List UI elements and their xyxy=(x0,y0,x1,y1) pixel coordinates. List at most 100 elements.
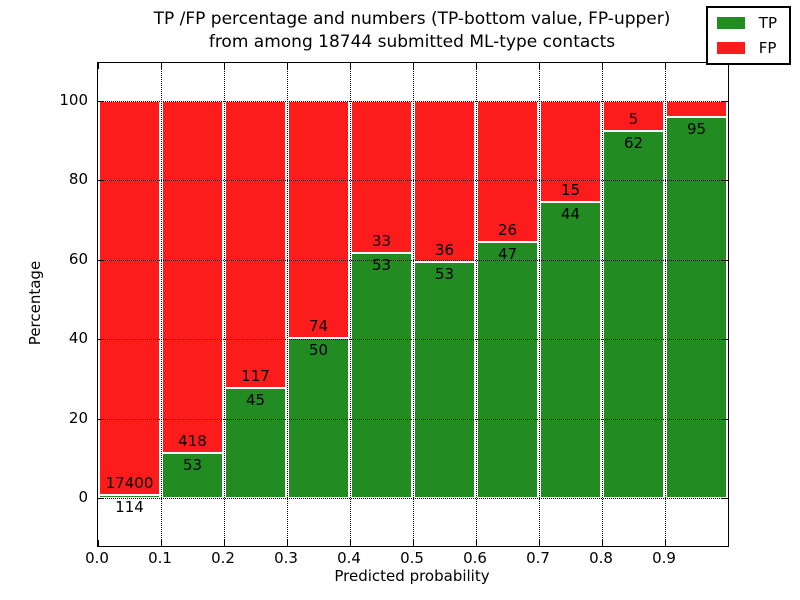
x-axis-label: Predicted probability xyxy=(334,567,490,585)
tick-bottom xyxy=(224,540,225,546)
x-tick-label: 0.6 xyxy=(463,549,487,567)
tick-left xyxy=(98,259,104,261)
bar-segment-tp xyxy=(540,201,601,498)
gridline-vertical xyxy=(539,63,540,546)
tick-bottom xyxy=(98,540,99,546)
annotation-fp-count: 15 xyxy=(560,180,581,199)
bar-segment-tp xyxy=(603,130,664,498)
annotation-tp-count: 95 xyxy=(686,120,707,139)
annotation-tp-count: 53 xyxy=(371,256,392,275)
x-tick-label: 0.9 xyxy=(652,549,676,567)
tick-top xyxy=(161,63,162,69)
annotation-fp-count: 26 xyxy=(497,221,518,240)
bar-segment-tp xyxy=(351,253,412,498)
tick-top xyxy=(98,63,99,69)
bar-segment-fp xyxy=(162,101,223,454)
tick-top xyxy=(665,63,666,69)
tick-right xyxy=(722,259,728,261)
tick-left xyxy=(98,418,104,420)
annotation-tp-count: 45 xyxy=(245,390,266,409)
legend-label-fp: FP xyxy=(758,39,777,57)
y-tick-label: 40 xyxy=(68,329,88,348)
annotation-tp-count: 44 xyxy=(560,204,581,223)
tick-left xyxy=(98,498,104,499)
legend-label-tp: TP xyxy=(758,14,777,32)
gridline-vertical xyxy=(224,63,225,546)
gridline-horizontal xyxy=(98,259,728,261)
x-tick-label: 0.8 xyxy=(589,549,613,567)
gridline-vertical xyxy=(665,63,666,546)
gridline-vertical xyxy=(287,63,288,546)
gridline-vertical xyxy=(602,63,603,546)
x-tick-label: 0.1 xyxy=(148,549,172,567)
bar-segment-fp xyxy=(477,101,538,243)
legend-item-tp: TP xyxy=(716,14,777,32)
tick-top xyxy=(602,63,603,69)
y-tick-label: 20 xyxy=(68,408,88,427)
annotation-tp-count: 53 xyxy=(182,456,203,475)
annotation-fp-count: 36 xyxy=(434,240,455,259)
gridline-horizontal xyxy=(98,101,728,102)
bar-segment-tp xyxy=(666,117,727,498)
plot-area: 17400 114 418 53 117 45 74 50 33 53 36 53 26 47 15 44 5 6… xyxy=(97,62,729,547)
legend-item-fp: FP xyxy=(716,39,777,57)
tick-top xyxy=(350,63,351,69)
annotation-fp-count: 418 xyxy=(178,432,207,451)
tick-top xyxy=(413,63,414,69)
tick-left xyxy=(98,180,104,182)
chart-title-line2: from among 18744 submitted ML-type conta… xyxy=(208,32,616,52)
bar-segment-tp xyxy=(288,337,349,498)
x-tick-label: 0.5 xyxy=(400,549,424,567)
x-tick-label: 0.3 xyxy=(274,549,298,567)
tick-left xyxy=(98,101,104,102)
chart-title-line1: TP /FP percentage and numbers (TP-bottom… xyxy=(153,9,671,29)
gridline-horizontal xyxy=(98,418,728,420)
annotation-fp-count: 74 xyxy=(308,316,329,335)
bar-segment-fp xyxy=(540,101,601,202)
gridline-horizontal xyxy=(98,498,728,499)
tick-bottom xyxy=(287,540,288,546)
gridline-horizontal xyxy=(98,339,728,341)
x-tick-label: 0.0 xyxy=(85,549,109,567)
y-tick-label: 80 xyxy=(68,170,88,189)
chart-title: TP /FP percentage and numbers (TP-bottom… xyxy=(97,8,727,54)
tick-right xyxy=(722,180,728,182)
bar-segment-fp xyxy=(288,101,349,338)
legend-swatch-tp xyxy=(716,17,745,29)
annotation-tp-count: 50 xyxy=(308,340,329,359)
bar-segment-tp xyxy=(414,261,475,498)
x-tick-label: 0.4 xyxy=(337,549,361,567)
x-tick-label: 0.7 xyxy=(526,549,550,567)
annotation-fp-count: 5 xyxy=(628,109,639,128)
gridline-horizontal xyxy=(98,180,728,182)
bar-segment-fp xyxy=(351,101,412,254)
legend-swatch-fp xyxy=(716,42,745,54)
annotation-tp-count: 47 xyxy=(497,245,518,264)
annotation-tp-count: 62 xyxy=(623,133,644,152)
annotation-tp-count: 53 xyxy=(434,264,455,283)
annotation-tp-count: 114 xyxy=(115,498,144,517)
y-tick-label: 60 xyxy=(68,249,88,268)
bar-segment-tp xyxy=(99,495,160,498)
tick-bottom xyxy=(665,540,666,546)
tick-right xyxy=(722,418,728,420)
bar-segment-fp xyxy=(99,101,160,496)
y-tick-label: 100 xyxy=(59,91,88,109)
tick-top xyxy=(539,63,540,69)
annotation-fp-count: 117 xyxy=(241,366,270,385)
annotation-fp-count: 33 xyxy=(371,232,392,251)
gridline-vertical xyxy=(413,63,414,546)
tick-top xyxy=(287,63,288,69)
tick-bottom xyxy=(539,540,540,546)
tick-bottom xyxy=(350,540,351,546)
tick-left xyxy=(98,339,104,341)
gridline-vertical xyxy=(476,63,477,546)
bar-segment-tp xyxy=(162,453,223,498)
gridline-vertical xyxy=(350,63,351,546)
bar-segment-tp xyxy=(477,242,538,498)
tick-top xyxy=(476,63,477,69)
x-tick-label: 0.2 xyxy=(211,549,235,567)
tick-bottom xyxy=(413,540,414,546)
y-tick-label: 0 xyxy=(78,488,88,506)
